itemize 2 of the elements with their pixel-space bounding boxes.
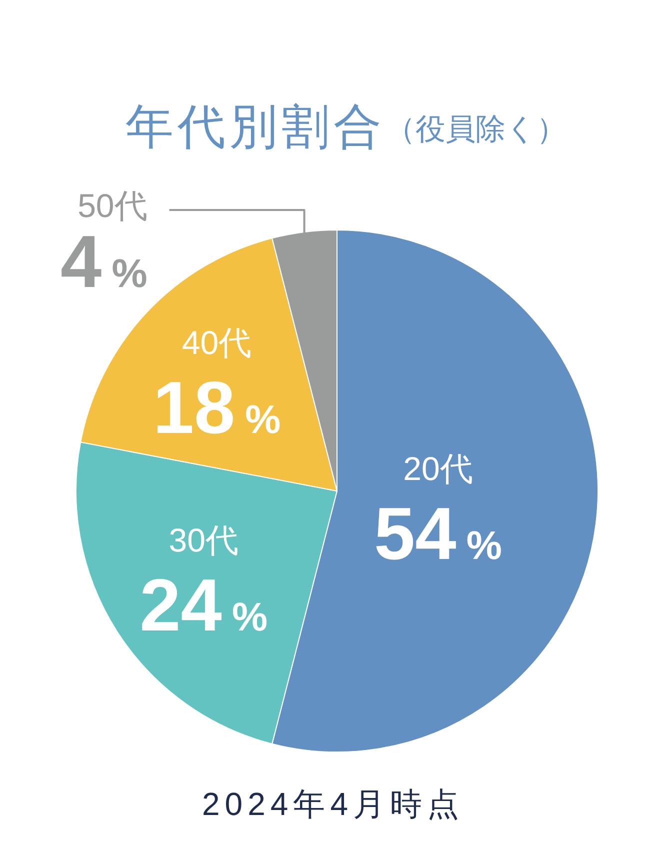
subtitle: （役員除く）	[386, 113, 566, 146]
title: 年代別割合	[126, 101, 386, 154]
